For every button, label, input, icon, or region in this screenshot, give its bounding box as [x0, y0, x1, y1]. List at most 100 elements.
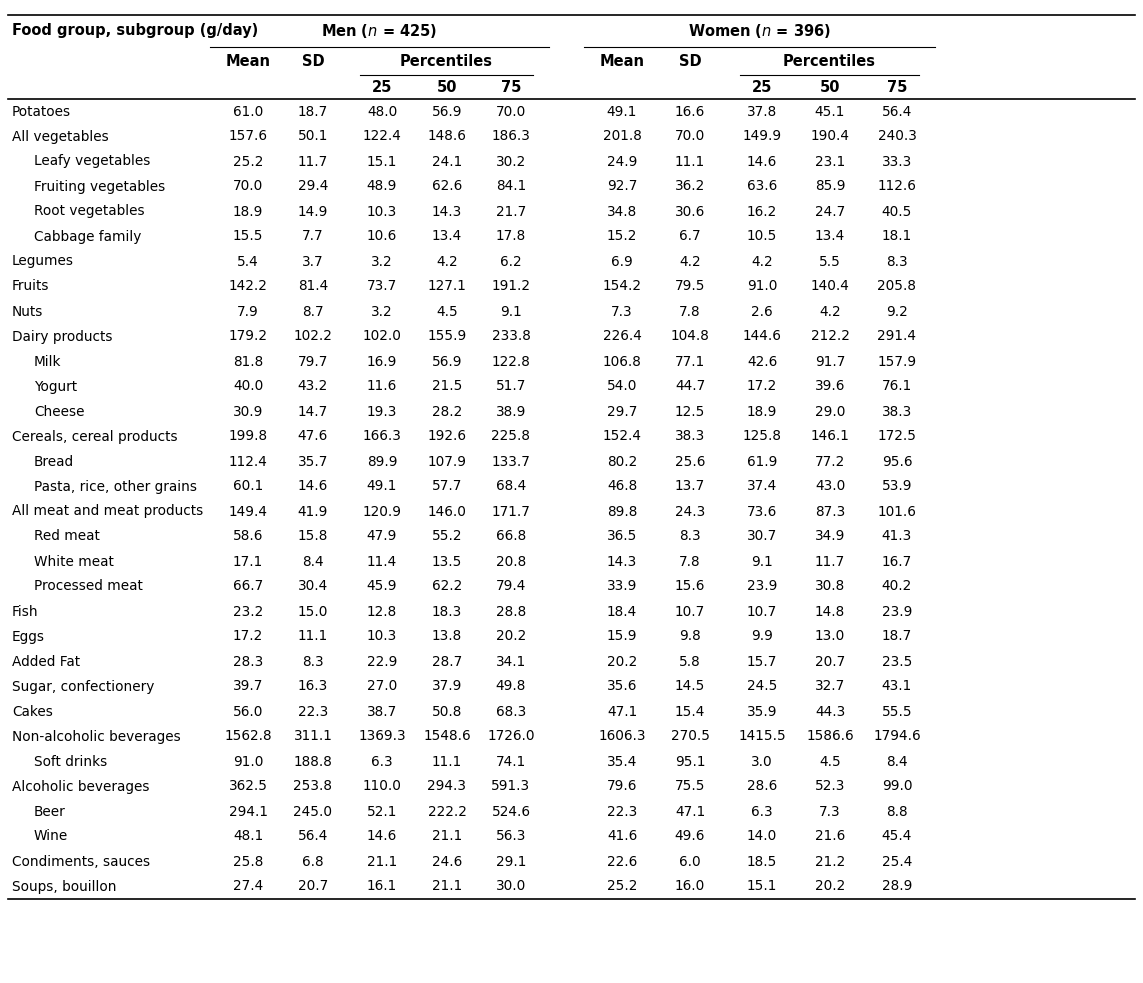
Text: 107.9: 107.9	[427, 454, 466, 469]
Text: 9.1: 9.1	[751, 554, 773, 568]
Text: 85.9: 85.9	[815, 180, 846, 194]
Text: 89.8: 89.8	[607, 504, 637, 518]
Text: 56.0: 56.0	[233, 705, 263, 719]
Text: 38.3: 38.3	[674, 430, 705, 443]
Text: 22.6: 22.6	[607, 854, 637, 869]
Text: 15.9: 15.9	[607, 629, 638, 644]
Text: All meat and meat products: All meat and meat products	[11, 504, 203, 518]
Text: Fruiting vegetables: Fruiting vegetables	[34, 180, 166, 194]
Text: Sugar, confectionery: Sugar, confectionery	[11, 679, 154, 693]
Text: 14.6: 14.6	[367, 830, 397, 843]
Text: 34.8: 34.8	[607, 204, 637, 218]
Text: 23.5: 23.5	[881, 655, 912, 668]
Text: 22.3: 22.3	[607, 804, 637, 819]
Text: 102.2: 102.2	[294, 329, 333, 343]
Text: 14.6: 14.6	[746, 154, 777, 168]
Text: 15.4: 15.4	[674, 705, 705, 719]
Text: 199.8: 199.8	[229, 430, 267, 443]
Text: 112.6: 112.6	[878, 180, 917, 194]
Text: 104.8: 104.8	[671, 329, 710, 343]
Text: 56.4: 56.4	[298, 830, 328, 843]
Text: Red meat: Red meat	[34, 530, 99, 544]
Text: 17.2: 17.2	[746, 379, 777, 393]
Text: 15.5: 15.5	[233, 229, 263, 244]
Text: 8.3: 8.3	[886, 255, 908, 268]
Text: 77.2: 77.2	[815, 454, 845, 469]
Text: 9.9: 9.9	[751, 629, 773, 644]
Text: 52.1: 52.1	[367, 804, 397, 819]
Text: 140.4: 140.4	[810, 279, 849, 294]
Text: Alcoholic beverages: Alcoholic beverages	[11, 780, 150, 793]
Text: 41.3: 41.3	[882, 530, 912, 544]
Text: 11.7: 11.7	[815, 554, 845, 568]
Text: 92.7: 92.7	[607, 180, 637, 194]
Text: 77.1: 77.1	[674, 355, 705, 369]
Text: 16.9: 16.9	[367, 355, 397, 369]
Text: 127.1: 127.1	[427, 279, 466, 294]
Text: 21.7: 21.7	[496, 204, 526, 218]
Text: 20.2: 20.2	[815, 880, 845, 894]
Text: 33.9: 33.9	[607, 580, 637, 594]
Text: 17.2: 17.2	[233, 629, 263, 644]
Text: 17.1: 17.1	[233, 554, 263, 568]
Text: 79.4: 79.4	[496, 580, 526, 594]
Text: 79.7: 79.7	[298, 355, 328, 369]
Text: 27.4: 27.4	[233, 880, 263, 894]
Text: 95.6: 95.6	[881, 454, 912, 469]
Text: 1606.3: 1606.3	[598, 729, 646, 743]
Text: 43.1: 43.1	[882, 679, 912, 693]
Text: 12.8: 12.8	[367, 605, 397, 618]
Text: 192.6: 192.6	[427, 430, 466, 443]
Text: 12.5: 12.5	[674, 404, 705, 419]
Text: 23.9: 23.9	[881, 605, 912, 618]
Text: 13.4: 13.4	[815, 229, 845, 244]
Text: 48.1: 48.1	[233, 830, 263, 843]
Text: 25.8: 25.8	[233, 854, 263, 869]
Text: 3.0: 3.0	[751, 755, 773, 769]
Text: 1726.0: 1726.0	[487, 729, 535, 743]
Text: 63.6: 63.6	[746, 180, 777, 194]
Text: 29.7: 29.7	[607, 404, 637, 419]
Text: 591.3: 591.3	[491, 780, 530, 793]
Text: 75: 75	[887, 80, 908, 94]
Text: 27.0: 27.0	[367, 679, 397, 693]
Text: 14.7: 14.7	[298, 404, 328, 419]
Text: 43.0: 43.0	[815, 480, 845, 493]
Text: Added Fat: Added Fat	[11, 655, 80, 668]
Text: 6.7: 6.7	[679, 229, 701, 244]
Text: 8.3: 8.3	[679, 530, 701, 544]
Text: 61.0: 61.0	[233, 104, 263, 119]
Text: 146.1: 146.1	[810, 430, 849, 443]
Text: 24.9: 24.9	[607, 154, 637, 168]
Text: 146.0: 146.0	[427, 504, 466, 518]
Text: 24.7: 24.7	[815, 204, 845, 218]
Text: 7.7: 7.7	[302, 229, 323, 244]
Text: 41.9: 41.9	[298, 504, 328, 518]
Text: 25: 25	[371, 80, 392, 94]
Text: Beer: Beer	[34, 804, 66, 819]
Text: Non-alcoholic beverages: Non-alcoholic beverages	[11, 729, 181, 743]
Text: 172.5: 172.5	[878, 430, 917, 443]
Text: 56.9: 56.9	[432, 355, 462, 369]
Text: 122.4: 122.4	[362, 130, 401, 144]
Text: 73.7: 73.7	[367, 279, 397, 294]
Text: 10.7: 10.7	[746, 605, 777, 618]
Text: 188.8: 188.8	[294, 755, 333, 769]
Text: 56.3: 56.3	[496, 830, 526, 843]
Text: 166.3: 166.3	[362, 430, 401, 443]
Text: 21.6: 21.6	[815, 830, 845, 843]
Text: 5.8: 5.8	[679, 655, 701, 668]
Text: 524.6: 524.6	[491, 804, 530, 819]
Text: 8.8: 8.8	[886, 804, 908, 819]
Text: 14.8: 14.8	[815, 605, 845, 618]
Text: 74.1: 74.1	[496, 755, 526, 769]
Text: 95.1: 95.1	[674, 755, 705, 769]
Text: 15.1: 15.1	[367, 154, 397, 168]
Text: 29.4: 29.4	[298, 180, 328, 194]
Text: 245.0: 245.0	[294, 804, 333, 819]
Text: Cereals, cereal products: Cereals, cereal products	[11, 430, 177, 443]
Text: Condiments, sauces: Condiments, sauces	[11, 854, 150, 869]
Text: 270.5: 270.5	[671, 729, 710, 743]
Text: 35.7: 35.7	[298, 454, 328, 469]
Text: 6.9: 6.9	[612, 255, 633, 268]
